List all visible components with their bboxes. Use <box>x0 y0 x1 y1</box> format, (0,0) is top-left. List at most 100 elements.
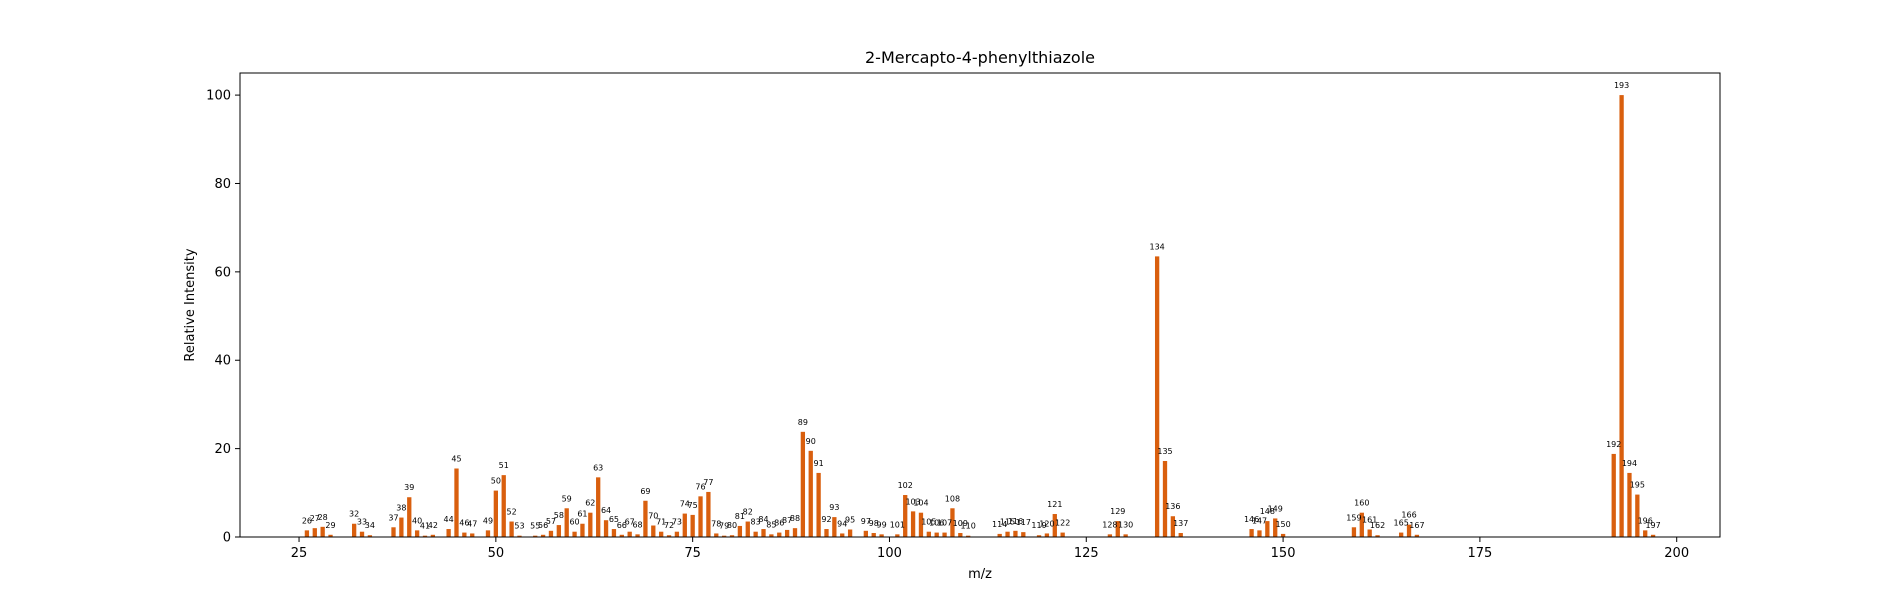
peak-label-49: 49 <box>483 516 493 525</box>
bar-mz-41 <box>422 535 428 537</box>
peak-label-60: 60 <box>569 518 579 527</box>
peak-label-75: 75 <box>688 501 698 510</box>
bar-mz-46 <box>462 532 467 537</box>
peak-label-67: 67 <box>625 518 635 527</box>
peak-label-52: 52 <box>507 508 517 517</box>
peak-label-195: 195 <box>1630 481 1645 490</box>
bar-mz-90 <box>808 450 813 537</box>
bar-mz-107 <box>942 532 947 537</box>
y-tick-label: 40 <box>214 354 231 369</box>
bar-mz-50 <box>493 490 498 537</box>
peak-label-104: 104 <box>913 499 928 508</box>
bar-mz-77 <box>706 491 711 537</box>
peak-label-40: 40 <box>412 516 422 525</box>
bar-mz-162 <box>1375 535 1380 537</box>
bar-mz-194 <box>1627 472 1632 537</box>
bar-mz-62 <box>588 512 593 537</box>
bar-mz-38 <box>399 517 404 537</box>
peak-label-102: 102 <box>898 481 913 490</box>
bar-mz-87 <box>784 529 790 537</box>
bar-mz-82 <box>745 521 750 537</box>
peak-label-196: 196 <box>1638 516 1653 525</box>
peak-label-64: 64 <box>601 506 611 515</box>
peak-label-108: 108 <box>945 494 960 503</box>
bar-mz-161 <box>1367 529 1372 537</box>
bar-mz-55 <box>533 535 538 537</box>
bar-mz-86 <box>777 532 782 537</box>
bar-mz-53 <box>517 535 522 537</box>
bar-mz-103 <box>910 511 916 537</box>
x-axis: 25 50 75 100 125 150 175 200 <box>291 537 1689 561</box>
peak-label-105: 105 <box>921 518 936 527</box>
peak-label-148: 148 <box>1260 507 1275 516</box>
peak-label-56: 56 <box>538 521 548 530</box>
peak-label-57: 57 <box>546 517 556 526</box>
peak-label-97: 97 <box>861 517 871 526</box>
peak-label-58: 58 <box>554 511 564 520</box>
peak-label-73: 73 <box>672 518 682 527</box>
peak-label-42: 42 <box>428 521 438 530</box>
peak-label-81: 81 <box>735 512 745 521</box>
bar-mz-26 <box>304 530 310 537</box>
peak-label-95: 95 <box>845 515 855 524</box>
peak-label-110: 110 <box>961 522 976 531</box>
peak-label-77: 77 <box>703 478 713 487</box>
bar-mz-61 <box>580 523 585 537</box>
peak-label-28: 28 <box>318 513 328 522</box>
bar-mz-121 <box>1052 514 1057 537</box>
bar-mz-39 <box>407 497 412 537</box>
bar-mz-63 <box>596 477 601 537</box>
bar-mz-166 <box>1406 524 1412 537</box>
peak-label-41: 41 <box>420 522 430 531</box>
y-tick-label: 0 <box>223 531 231 546</box>
bar-mz-92 <box>824 529 829 537</box>
peak-label-70: 70 <box>648 512 658 521</box>
peak-label-82: 82 <box>743 508 753 517</box>
bar-mz-149 <box>1273 518 1278 537</box>
peak-label-94: 94 <box>837 519 847 528</box>
bar-mz-69 <box>643 500 648 537</box>
bar-mz-60 <box>572 531 577 537</box>
bar-mz-52 <box>509 521 514 537</box>
y-tick-label: 20 <box>214 442 231 457</box>
peak-label-80: 80 <box>727 521 737 530</box>
bar-mz-49 <box>485 530 491 537</box>
bar-mz-98 <box>871 533 876 537</box>
x-tick-label: 100 <box>877 546 902 561</box>
peak-label-93: 93 <box>829 503 839 512</box>
peak-label-137: 137 <box>1173 519 1188 528</box>
y-tick-label: 80 <box>214 177 231 192</box>
peak-label-150: 150 <box>1275 520 1290 529</box>
peak-label-92: 92 <box>821 515 831 524</box>
peak-label-167: 167 <box>1409 521 1424 530</box>
bar-mz-79 <box>722 535 727 537</box>
bar-mz-76 <box>698 496 703 537</box>
bar-mz-51 <box>501 475 506 537</box>
peak-label-61: 61 <box>577 510 587 519</box>
peak-label-34: 34 <box>365 521 375 530</box>
bar-mz-99 <box>879 534 884 537</box>
bar-mz-40 <box>414 530 420 537</box>
x-axis-label: m/z <box>968 567 992 582</box>
peak-label-192: 192 <box>1606 440 1621 449</box>
peak-label-62: 62 <box>585 499 595 508</box>
bar-mz-75 <box>690 514 695 537</box>
bar-mz-44 <box>446 529 451 537</box>
bar-mz-136 <box>1170 516 1176 537</box>
peak-label-74: 74 <box>680 500 690 509</box>
bar-mz-102 <box>903 495 908 537</box>
bar-mz-72 <box>666 535 672 537</box>
bar-mz-197 <box>1650 534 1656 537</box>
peak-label-136: 136 <box>1165 502 1180 511</box>
bar-mz-57 <box>548 530 554 537</box>
peak-label-135: 135 <box>1157 447 1172 456</box>
x-tick-label: 175 <box>1467 546 1492 561</box>
peak-label-193: 193 <box>1614 81 1629 90</box>
bar-mz-159 <box>1351 527 1357 537</box>
peak-label-66: 66 <box>617 521 627 530</box>
peak-label-76: 76 <box>695 482 705 491</box>
bar-mz-109 <box>958 533 963 537</box>
bar-mz-105 <box>926 531 931 537</box>
peak-label-147: 147 <box>1252 516 1267 525</box>
